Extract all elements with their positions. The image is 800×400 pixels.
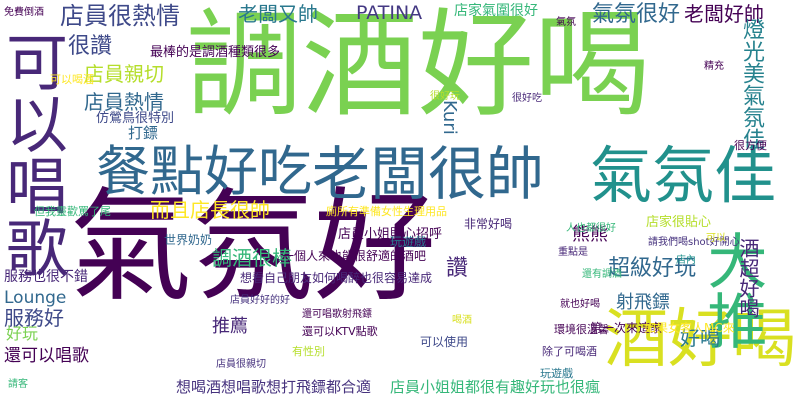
- word: 熊熊: [572, 224, 608, 245]
- word: 廁所有準備女性生理用品: [326, 205, 447, 218]
- word: 一個人來也能很舒適的酒吧: [282, 249, 427, 263]
- word: 射飛鏢: [616, 292, 670, 313]
- word: 玩遊戲: [390, 235, 427, 249]
- word: 還有調酒: [582, 269, 622, 280]
- word: 調酒好喝: [186, 0, 650, 133]
- word: 喝酒: [452, 315, 472, 326]
- word: 很方便: [734, 139, 767, 152]
- word: 環境很溫馨: [554, 323, 609, 336]
- word: 想喝酒想唱歌想打飛鏢都合適: [176, 378, 372, 396]
- word: 免費倒酒: [4, 7, 44, 18]
- word: 很好玩: [430, 91, 460, 102]
- word: Lounge: [4, 288, 67, 308]
- word: 燈光美氣氛佳: [739, 18, 764, 150]
- word: 請客: [8, 379, 28, 390]
- word: 超級好玩: [608, 256, 697, 281]
- word: 除了可喝酒: [542, 345, 597, 358]
- word: 店員很熱情: [60, 2, 180, 30]
- word: 有性別: [292, 345, 325, 358]
- word: 老闆很帥: [312, 140, 545, 208]
- word: 調酒很棒: [212, 246, 292, 270]
- word: 很讚: [68, 34, 113, 59]
- word: 世界奶奶: [164, 233, 213, 247]
- word: 可以使用: [420, 335, 469, 349]
- word: 最棒的是調酒種類很多: [150, 45, 281, 60]
- word: 酒超好喝: [736, 238, 760, 318]
- word: 精充: [704, 61, 724, 72]
- word: 而且店長很帥: [150, 198, 270, 222]
- word: 店家氣圍很好: [454, 3, 538, 19]
- word: 酒好喝: [604, 303, 796, 377]
- word: 但我靈歡罵了尾: [34, 205, 111, 218]
- word: 餐點好吃: [96, 140, 312, 203]
- word: 如果女客人MC來: [644, 321, 735, 335]
- word: 第一次來這家: [590, 321, 663, 335]
- word: 店員好好的好: [230, 295, 290, 306]
- word: 店員親切: [84, 62, 164, 86]
- word: 可以: [706, 233, 726, 244]
- word: 很好吃: [512, 93, 542, 104]
- word: 好喝: [680, 326, 720, 350]
- word: 老闆好帥: [684, 2, 764, 26]
- word: 氣氛: [556, 17, 576, 28]
- word: 非常好喝: [464, 217, 513, 231]
- word: 店員小姐貼心招呼: [338, 227, 443, 242]
- word: 仿鶯鳥很特別: [96, 111, 175, 126]
- word: 還可唱歌射飛鏢: [302, 309, 372, 320]
- word: 店家很貼心: [646, 215, 712, 230]
- word: 氣氛好: [70, 176, 436, 318]
- word: 氣氛很好: [592, 2, 681, 27]
- word: 服務也很不錯: [4, 269, 88, 285]
- word: 氣氛佳: [590, 139, 777, 212]
- word: 可以唱歌: [0, 30, 68, 278]
- word: 店員小姐姐都很有趣好玩也很瘋: [390, 378, 601, 396]
- word: 大推: [697, 230, 767, 350]
- word: 玩遊戲: [540, 367, 573, 380]
- word: 讚: [446, 256, 469, 281]
- word: 還可以唱歌: [4, 346, 89, 366]
- word: 人也都很好: [566, 223, 616, 234]
- word: PATINA: [356, 2, 423, 24]
- word: 可以喝酒: [50, 73, 94, 86]
- word: 推薦: [212, 316, 248, 337]
- word: 想看自己朋友如何喝醉也很容易達成: [240, 271, 433, 285]
- word: 打鏢: [128, 124, 159, 142]
- word: 服務好: [4, 306, 64, 330]
- word: 店員很親切: [216, 359, 266, 370]
- word: 就也好喝: [560, 299, 600, 310]
- word: 還可以KTV點歌: [302, 325, 378, 338]
- word: 店員熱情: [84, 90, 164, 114]
- word: 重點是: [558, 247, 588, 258]
- word: 店內: [676, 255, 696, 266]
- word: Kuri: [439, 100, 460, 135]
- word: 請我們喝shot好開心: [648, 237, 740, 248]
- word: 老闆又帥: [238, 2, 318, 26]
- word: 好玩: [6, 324, 39, 343]
